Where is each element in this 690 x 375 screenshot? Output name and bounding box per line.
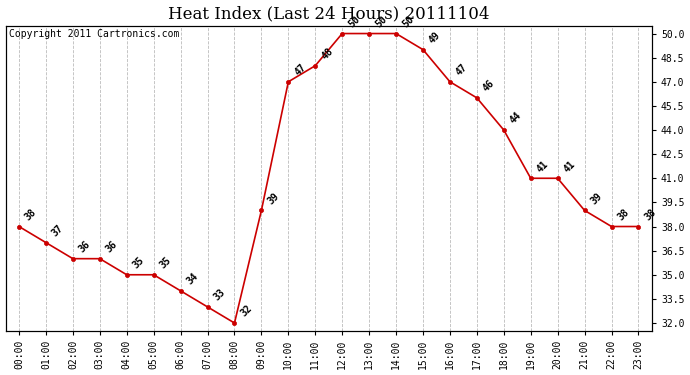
Text: 46: 46 xyxy=(481,78,496,94)
Text: 35: 35 xyxy=(131,255,146,271)
Text: 34: 34 xyxy=(185,271,200,286)
Text: 47: 47 xyxy=(293,62,308,78)
Text: 38: 38 xyxy=(642,207,658,222)
Text: 41: 41 xyxy=(562,159,578,174)
Text: 38: 38 xyxy=(615,207,631,222)
Text: 32: 32 xyxy=(239,303,254,319)
Text: 50: 50 xyxy=(346,14,362,29)
Text: 50: 50 xyxy=(400,14,415,29)
Text: 48: 48 xyxy=(319,46,335,62)
Text: 33: 33 xyxy=(212,287,227,303)
Text: 39: 39 xyxy=(266,191,281,206)
Title: Heat Index (Last 24 Hours) 20111104: Heat Index (Last 24 Hours) 20111104 xyxy=(168,6,489,22)
Text: 37: 37 xyxy=(50,223,66,238)
Text: 50: 50 xyxy=(373,14,388,29)
Text: 39: 39 xyxy=(589,191,604,206)
Text: Copyright 2011 Cartronics.com: Copyright 2011 Cartronics.com xyxy=(9,28,179,39)
Text: 36: 36 xyxy=(77,239,92,255)
Text: 47: 47 xyxy=(454,62,469,78)
Text: 44: 44 xyxy=(508,111,523,126)
Text: 36: 36 xyxy=(104,239,119,255)
Text: 35: 35 xyxy=(158,255,173,271)
Text: 49: 49 xyxy=(427,30,442,45)
Text: 41: 41 xyxy=(535,159,550,174)
Text: 38: 38 xyxy=(23,207,39,222)
